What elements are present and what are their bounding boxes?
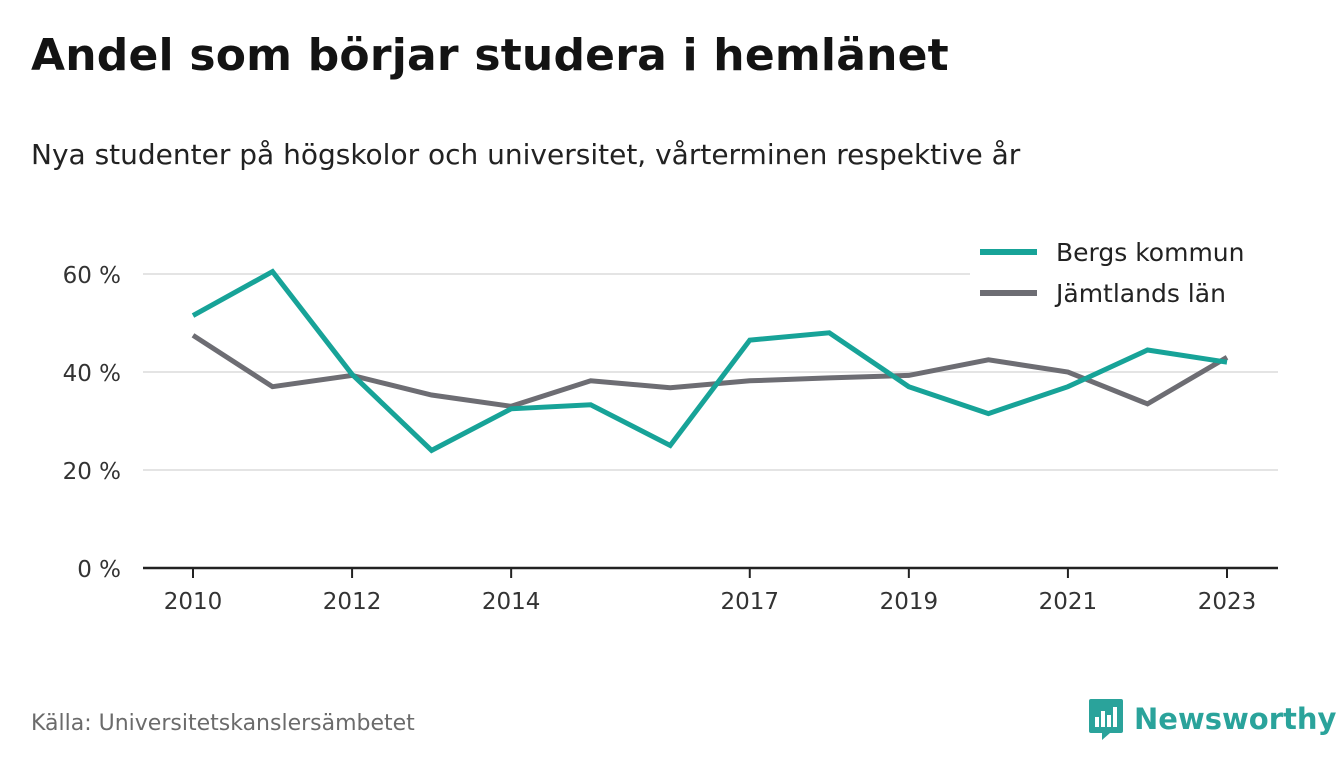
chart-subtitle: Nya studenter på högskolor och universit… [31,138,1021,171]
x-tick-label: 2017 [720,589,779,615]
y-tick-label: 60 % [63,263,121,289]
x-tick-label: 2010 [164,589,223,615]
y-tick-label: 0 % [77,557,121,583]
series-line-jamtlands-lan [191,333,1229,409]
legend-background [970,234,1278,318]
x-tick-label: 2023 [1198,589,1257,615]
brand-name: Newsworthy [1134,702,1337,736]
x-tick-label: 2012 [323,589,382,615]
brand-logo: Newsworthy [1088,697,1336,741]
series-line-bergs-kommun [191,268,1228,454]
source-note: Källa: Universitetskanslersämbetet [31,711,415,736]
legend-label: Bergs kommun [1056,238,1245,267]
y-tick-label: 40 % [63,361,121,387]
x-tick-label: 2021 [1039,589,1098,615]
x-tick-label: 2019 [880,589,939,615]
newsworthy-logo-icon [1089,699,1123,740]
chart-title: Andel som börjar studera i hemlänet [31,30,949,81]
y-tick-label: 20 % [63,459,121,485]
legend-label: Jämtlands län [1054,279,1226,308]
x-tick-label: 2014 [482,589,541,615]
line-chart: 0 % 20 % 40 % 60 % 2010 2012 2014 2017 2019 2021 2… [62,234,1278,615]
